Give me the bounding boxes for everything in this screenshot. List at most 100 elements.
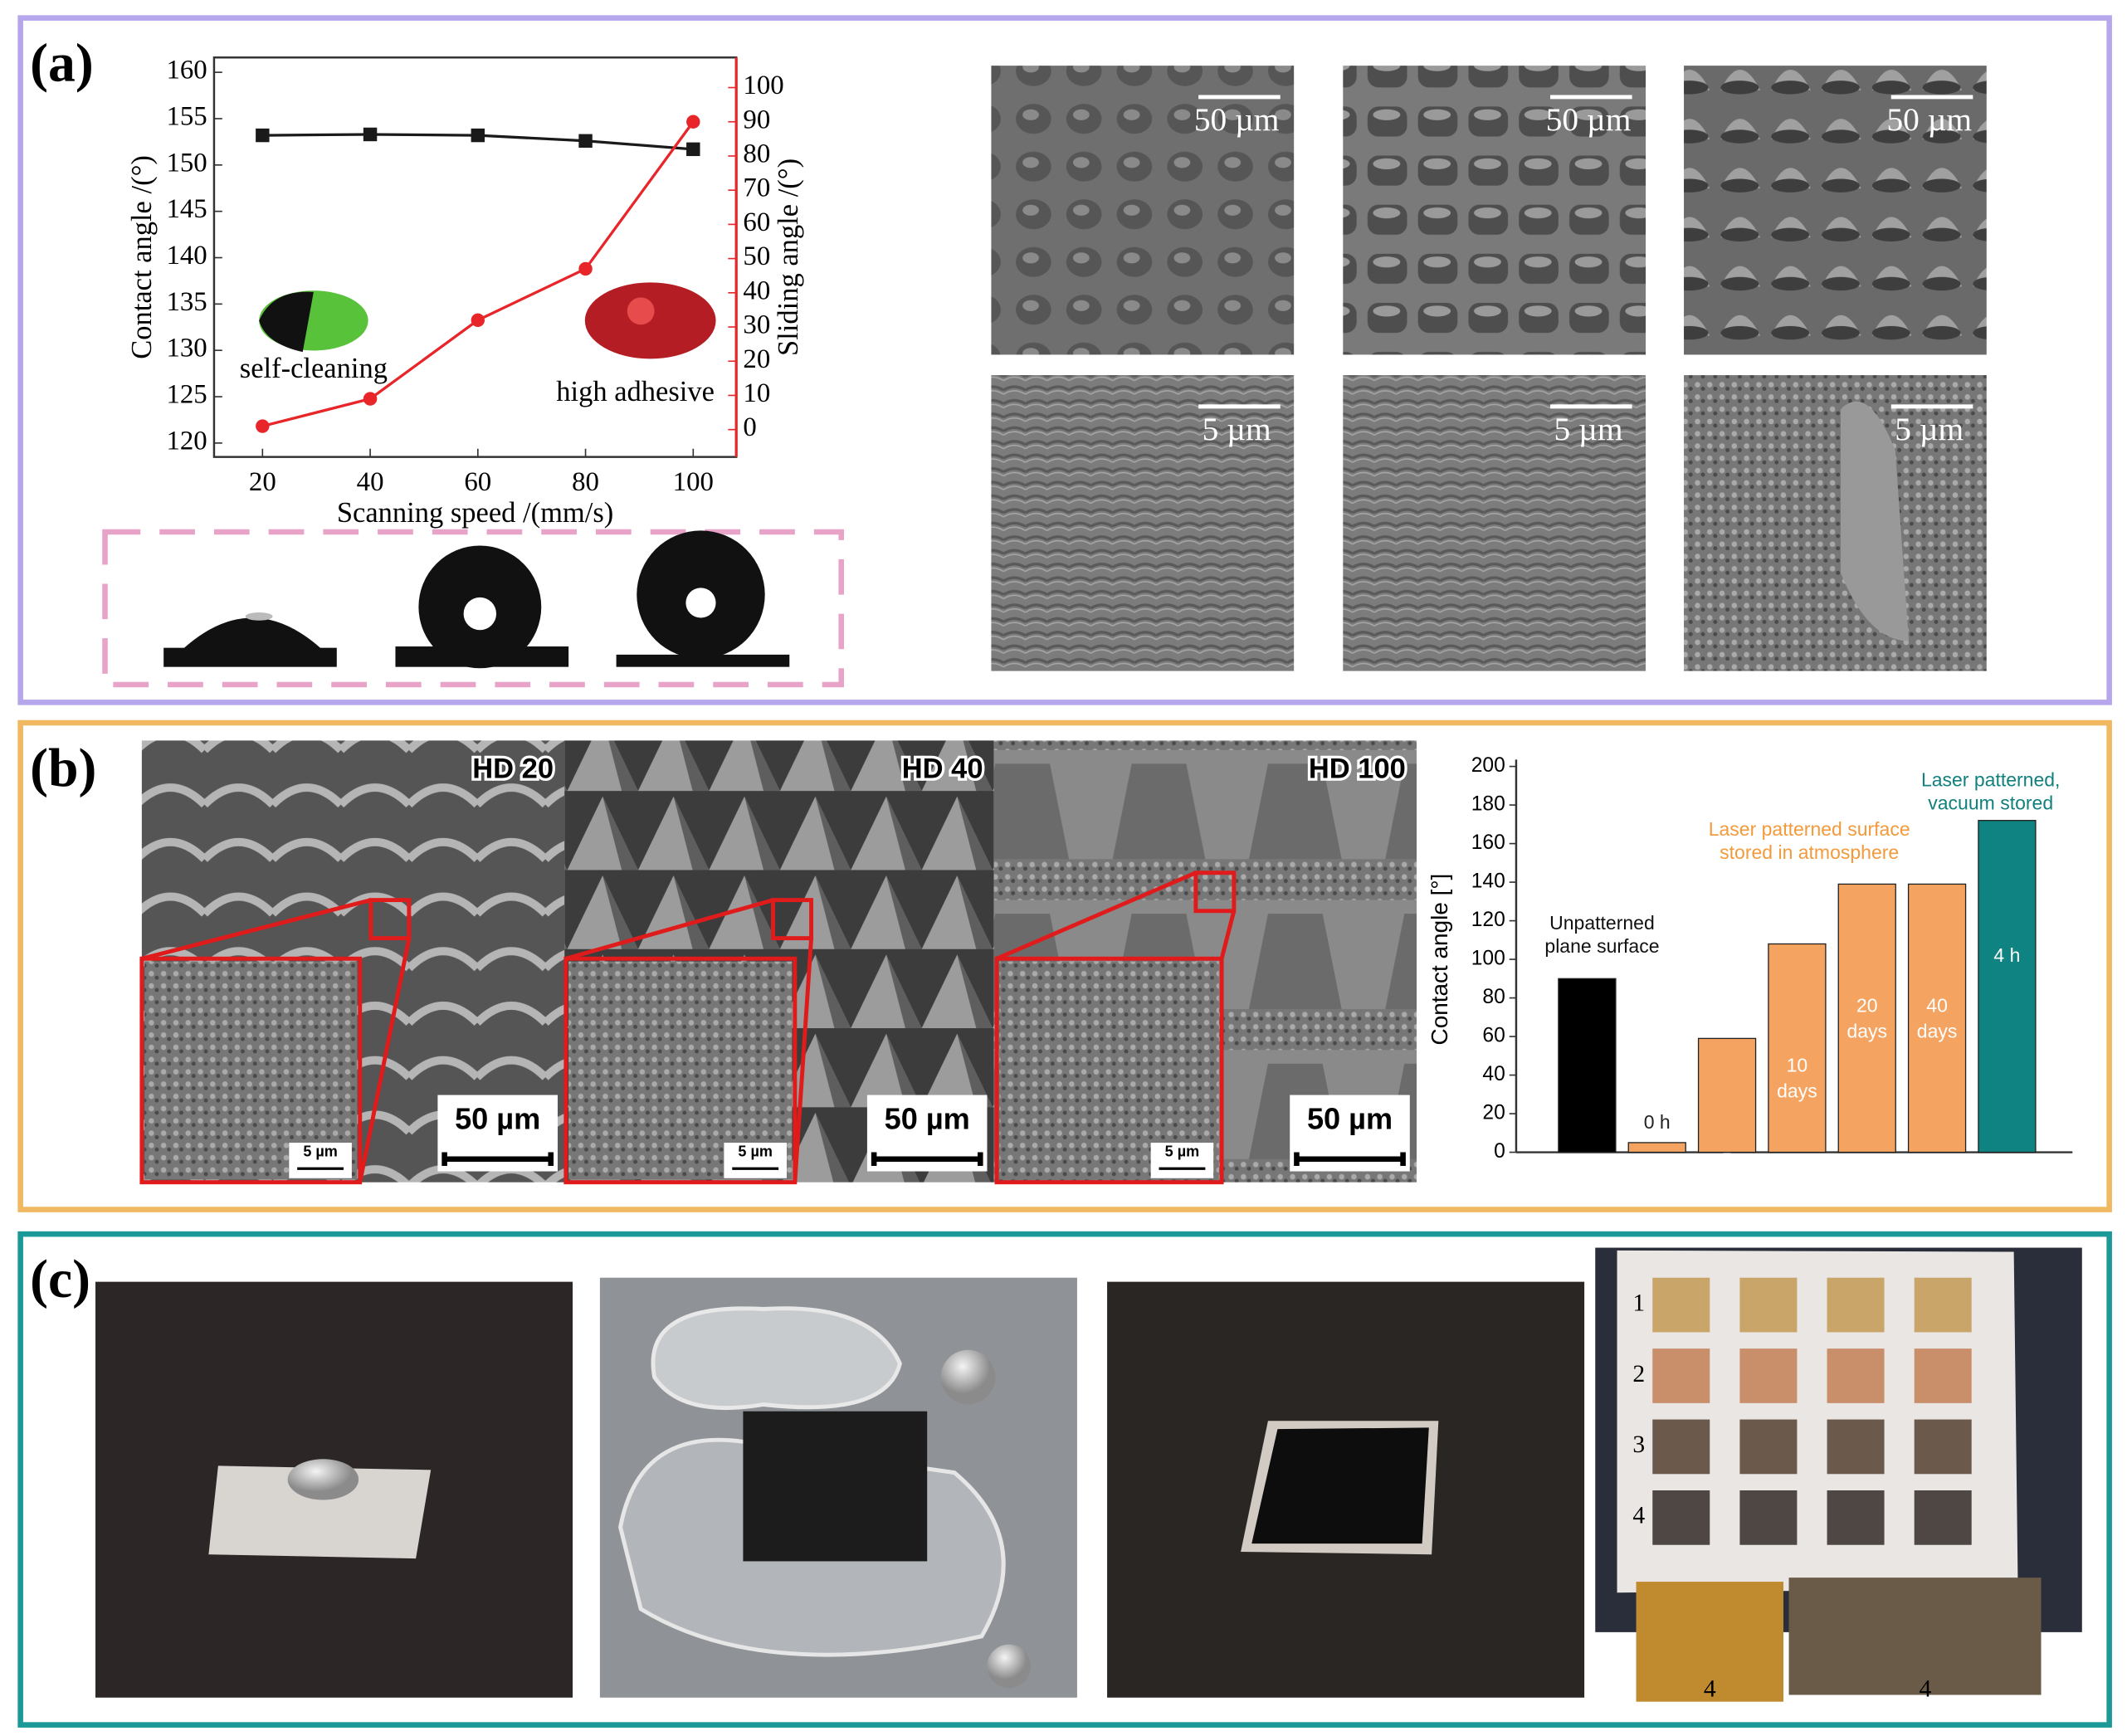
sample: [1914, 1490, 1972, 1545]
marker: [363, 127, 378, 142]
bar-label: days: [1846, 1021, 1887, 1042]
row-label: 4: [1632, 1503, 1645, 1529]
y2-tick-label: 70: [743, 173, 770, 203]
sample: [1914, 1348, 1972, 1403]
scale-bar-label: 50 µm: [1194, 101, 1280, 138]
y2-tick-label: 20: [743, 344, 770, 374]
bar-label: days: [1707, 1175, 1748, 1197]
y-axis-label: Contact angle [°]: [1427, 874, 1452, 1046]
y-tick-label: 40: [1482, 1063, 1505, 1085]
bar-label: 5: [1722, 1148, 1733, 1170]
scale-bar-label: 5 µm: [303, 1143, 338, 1159]
scale-bar-box: [289, 1143, 352, 1178]
marker: [578, 261, 593, 276]
marker: [256, 128, 270, 143]
y-axis-label: Contact angle /(°): [126, 155, 158, 359]
scale-bar-label: 5 µm: [1165, 1143, 1200, 1159]
bar-label: 40: [1926, 994, 1948, 1016]
x-tick-label: 20: [249, 467, 276, 497]
scale-bar-box: [1150, 1143, 1214, 1178]
y-tick-label: 140: [166, 241, 207, 271]
sample: [1739, 1348, 1798, 1403]
y2-tick-label: 60: [743, 207, 770, 237]
bar-label: 4 h: [1993, 944, 2020, 966]
y-tick-label: 140: [1471, 870, 1505, 893]
panel-label: (c): [30, 1249, 90, 1309]
sample: [1652, 1490, 1710, 1545]
bar: [1837, 883, 1896, 1153]
y-tick-label: 125: [166, 380, 207, 410]
sample: [1739, 1419, 1798, 1475]
scale-bar-label: 50 µm: [455, 1101, 540, 1135]
y-tick-label: 120: [1471, 909, 1505, 931]
marker: [686, 115, 700, 129]
sample: [1739, 1277, 1798, 1333]
y-tick-label: 135: [166, 287, 207, 317]
scale-bar: [871, 1152, 983, 1166]
bar-label: 10: [1787, 1054, 1808, 1075]
sample: [1914, 1277, 1972, 1333]
x-tick-label: 80: [572, 467, 599, 497]
annotation: Laser patterned,: [1921, 769, 2061, 791]
marker: [363, 392, 378, 406]
annotation: vacuum stored: [1928, 792, 2053, 814]
scale-bar-label: 50 µm: [1307, 1101, 1393, 1135]
y-tick-label: 200: [1471, 754, 1505, 777]
sample: [1739, 1490, 1798, 1545]
x-tick-label: 40: [357, 467, 384, 497]
y-tick-label: 20: [1482, 1102, 1505, 1124]
image-label: HD 40: [902, 753, 983, 785]
bar: [1697, 1037, 1757, 1153]
marker: [686, 142, 700, 157]
scale-bar: [1294, 1152, 1406, 1166]
image-label: HD 20: [472, 753, 554, 785]
y2-axis-label: Sliding angle /(°): [773, 158, 804, 356]
marker: [578, 134, 593, 149]
droplet-inset: [102, 282, 844, 688]
scale-bar-label: 5 µm: [1554, 411, 1623, 447]
y-tick-label: 120: [166, 426, 207, 456]
panel-label: (b): [30, 738, 96, 798]
scale-bar-box: [724, 1143, 787, 1178]
bar: [1627, 1142, 1686, 1153]
y-tick-label: 160: [1471, 831, 1505, 854]
panel-frame: [17, 1231, 2112, 1728]
y-tick-label: 180: [1471, 793, 1505, 816]
y2-tick-label: 30: [743, 310, 770, 340]
sample: [1652, 1348, 1710, 1403]
panel-label: (a): [30, 32, 94, 93]
y2-tick-label: 10: [743, 378, 770, 408]
y2-tick-label: 90: [743, 105, 770, 134]
sample: [1827, 1277, 1885, 1333]
panel-frame: [17, 719, 2112, 1212]
sample: [1827, 1490, 1885, 1545]
y-tick-label: 0: [1494, 1140, 1505, 1163]
panel-frame: [17, 15, 2112, 705]
sample: [1914, 1419, 1972, 1475]
bar-label: 20: [1856, 994, 1878, 1016]
scale-bar-label: 50 µm: [1546, 101, 1632, 138]
sample: [1827, 1419, 1885, 1475]
x-tick-label: 60: [464, 467, 491, 497]
bar: [1768, 943, 1827, 1153]
x-axis-label: Scanning speed /(mm/s): [337, 497, 613, 529]
bar: [1907, 883, 1967, 1153]
sample: [1827, 1348, 1885, 1403]
y-tick-label: 100: [1471, 948, 1505, 970]
marker: [471, 128, 485, 143]
y-tick-label: 160: [166, 56, 207, 85]
annotation: plane surface: [1544, 935, 1659, 957]
image-label: HD 100: [1309, 753, 1406, 785]
sem-images: [139, 740, 1417, 1185]
marker: [471, 313, 485, 328]
scale-bar: [441, 1152, 554, 1166]
row-label: 3: [1632, 1431, 1645, 1458]
annotation: Laser patterned surface: [1709, 818, 1910, 840]
sem-images: [991, 66, 1987, 671]
scale-bar-label: 50 µm: [1886, 101, 1972, 138]
y2-tick-label: 40: [743, 276, 770, 305]
marker: [256, 419, 270, 433]
y-tick-label: 60: [1482, 1025, 1505, 1047]
